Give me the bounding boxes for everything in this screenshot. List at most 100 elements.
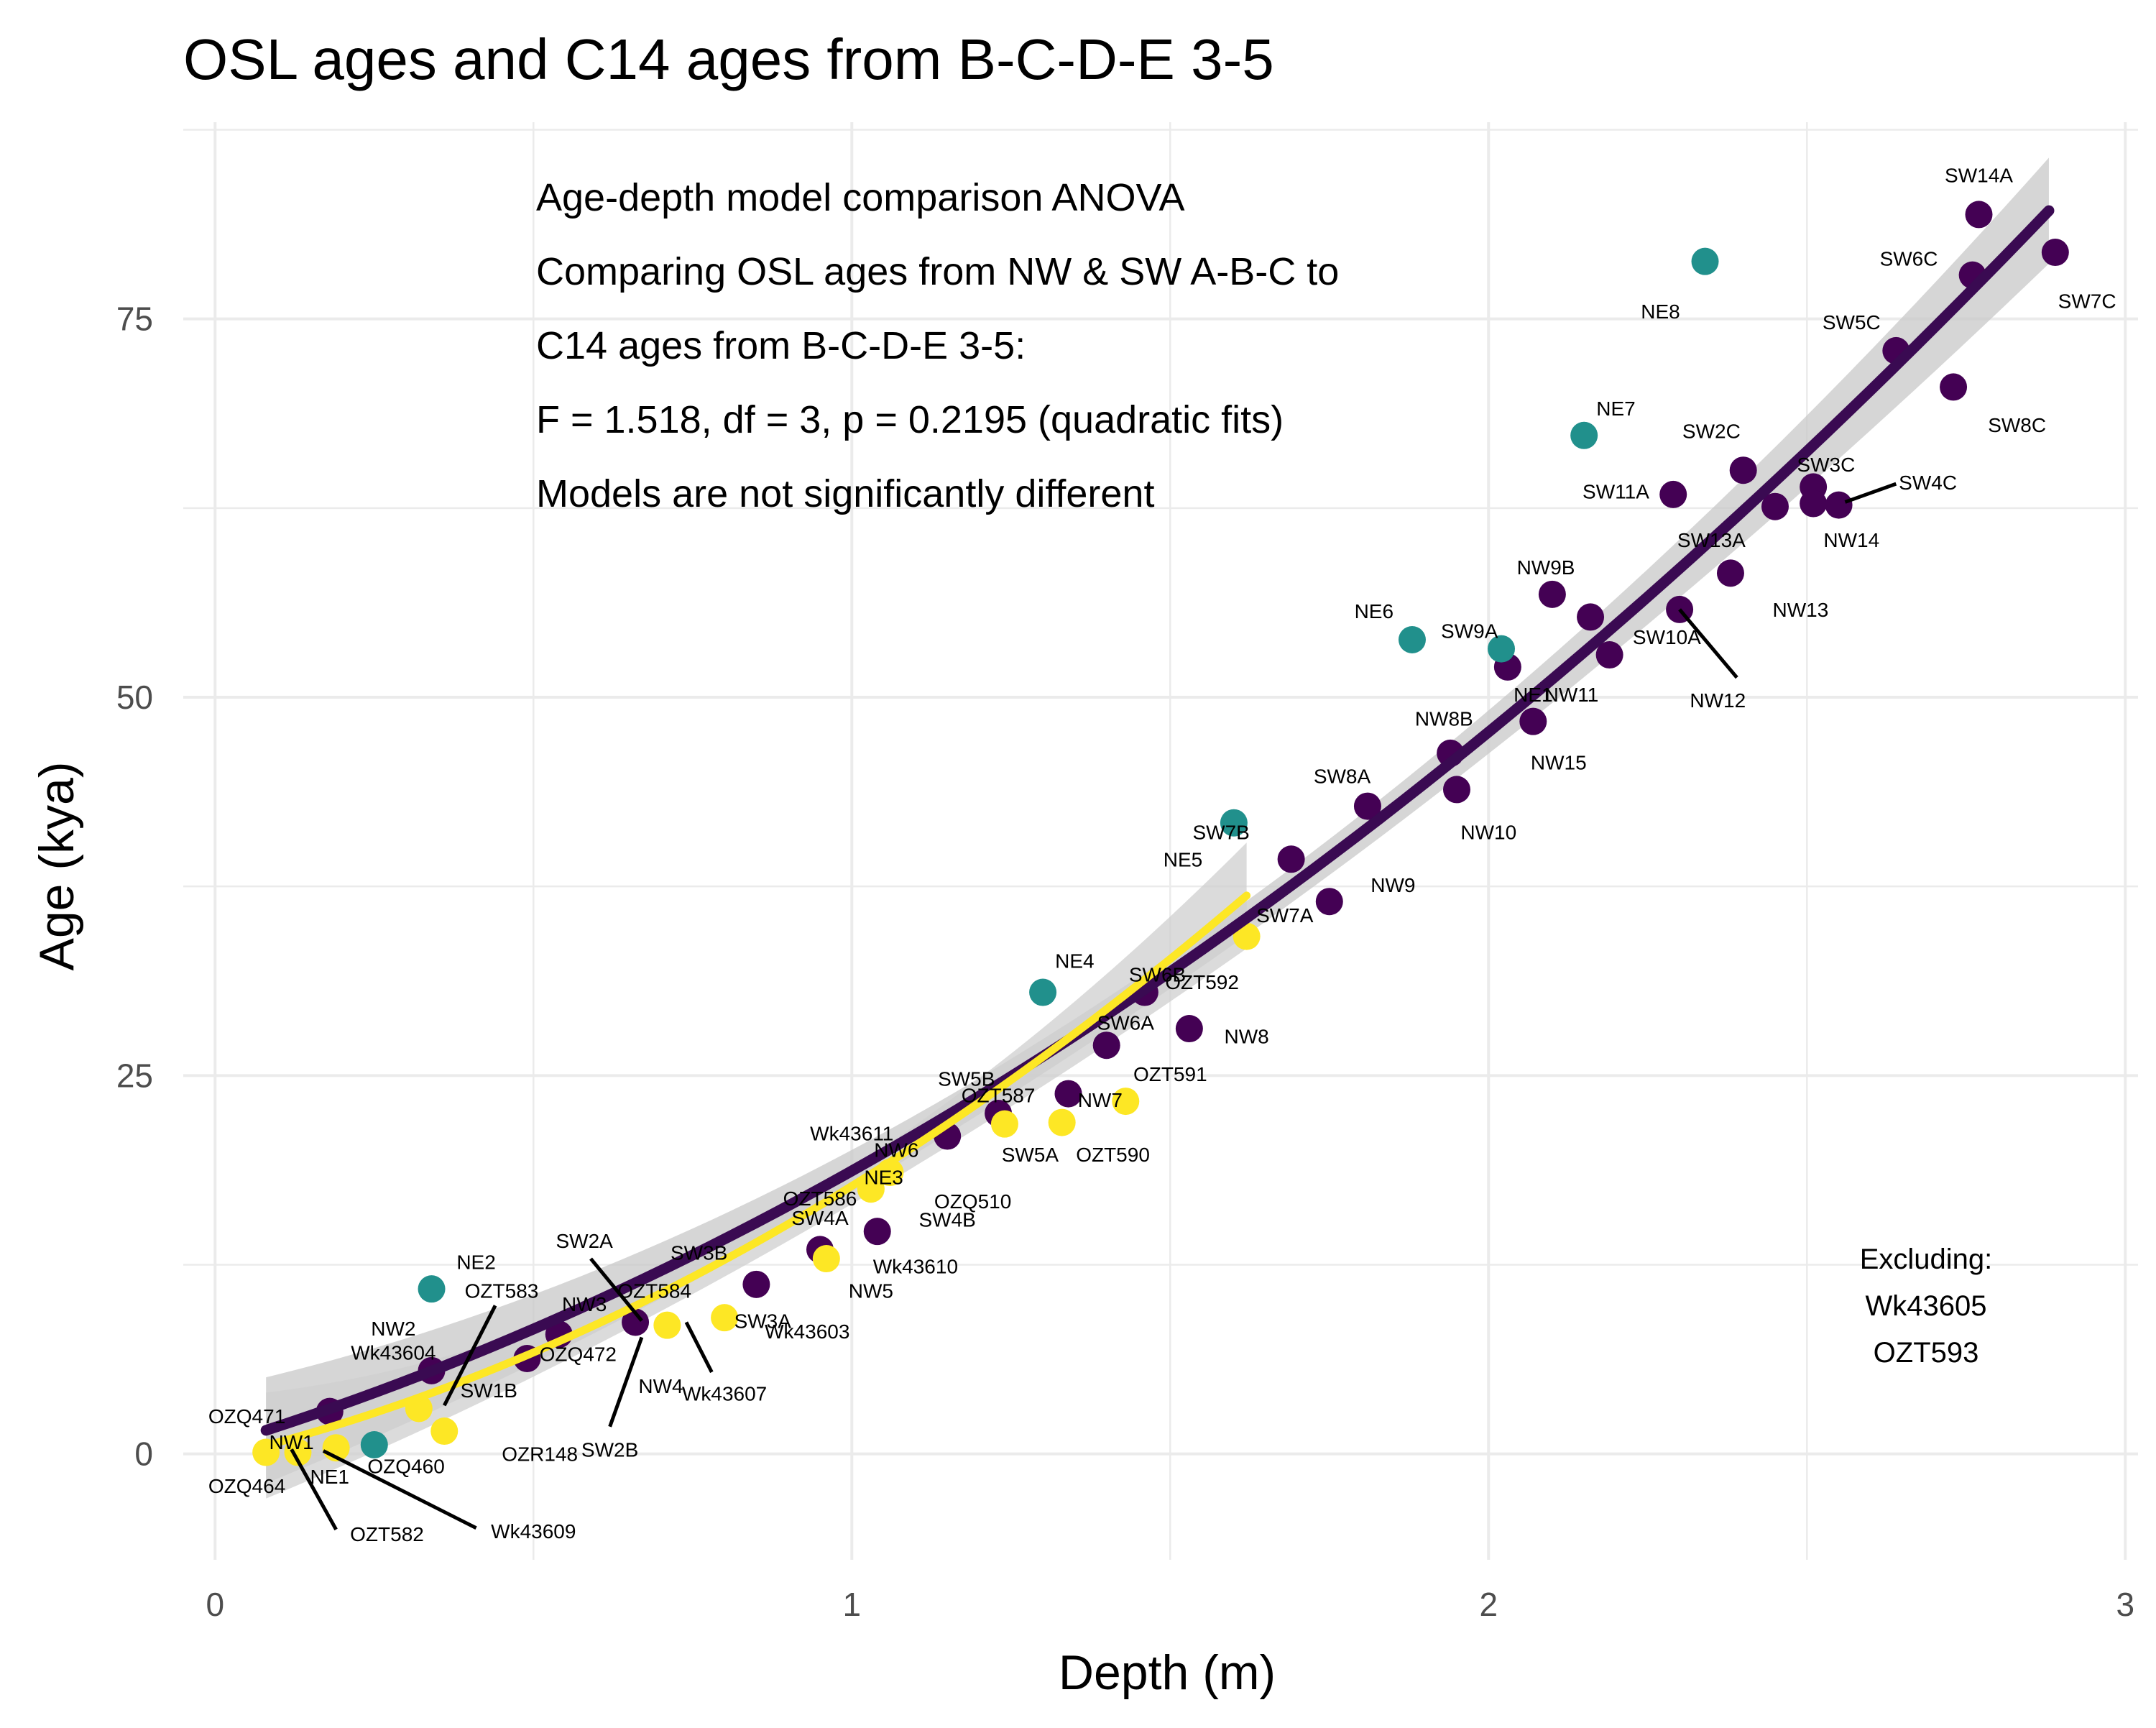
- label-leader-lines: [290, 482, 1897, 1531]
- annotation-line-1: Age-depth model comparison ANOVA: [536, 176, 1184, 219]
- point-label: NW11: [1544, 684, 1599, 706]
- point-label: NW13: [1773, 599, 1829, 621]
- data-point: [1825, 491, 1853, 519]
- point-label: Wk43609: [491, 1520, 576, 1543]
- grid: [183, 122, 2138, 1560]
- point-label: SW4C: [1899, 472, 1957, 494]
- point-label: SW10A: [1633, 626, 1701, 648]
- point-label: SW2C: [1682, 420, 1741, 442]
- data-point: [1965, 201, 1993, 229]
- y-tick-label: 75: [116, 300, 153, 338]
- y-tick-label: 0: [134, 1435, 153, 1473]
- data-point: [1716, 559, 1744, 587]
- label-leader-line: [589, 1257, 643, 1322]
- point-label: NE1: [1514, 684, 1552, 706]
- data-point: [1029, 978, 1057, 1006]
- point-label: SW4B: [919, 1208, 976, 1231]
- point-label: OZQ460: [367, 1455, 444, 1477]
- point-label: NE8: [1641, 300, 1680, 323]
- point-label: NW9: [1370, 874, 1415, 896]
- fit-confidence-band: [266, 157, 2049, 1484]
- point-label: NW12: [1690, 689, 1746, 712]
- data-point: [812, 1245, 840, 1273]
- y-tick-label: 50: [116, 679, 153, 716]
- point-label: NE6: [1355, 600, 1393, 622]
- label-leader-line: [1844, 482, 1897, 504]
- annotation-line-3: C14 ages from B-C-D-E 3-5:: [536, 324, 1026, 367]
- point-label: NW3: [562, 1293, 607, 1315]
- excluded-sample-1: Wk43605: [1866, 1290, 1987, 1322]
- point-label: NW10: [1460, 821, 1516, 843]
- data-point: [1538, 580, 1566, 608]
- x-tick-label: 3: [2116, 1586, 2134, 1623]
- data-point: [360, 1431, 388, 1458]
- point-label: Wk43603: [765, 1320, 849, 1343]
- point-label: NE2: [456, 1251, 495, 1273]
- point-label: OZT586: [783, 1187, 857, 1210]
- point-label: SW1B: [461, 1379, 517, 1402]
- chart-title: OSL ages and C14 ages from B-C-D-E 3-5: [183, 27, 1274, 91]
- fit-confidence-band: [266, 842, 1247, 1499]
- point-label: SW7C: [2058, 290, 2116, 312]
- point-label: NW4: [638, 1375, 683, 1397]
- excluding-note: Excluding: Wk43605 OZT593: [1860, 1244, 1993, 1369]
- point-label: NW6: [874, 1139, 918, 1161]
- data-point: [1220, 809, 1248, 837]
- x-tick-label: 1: [842, 1586, 861, 1623]
- data-point: [430, 1417, 459, 1446]
- data-point: [1048, 1108, 1076, 1136]
- data-point: [1595, 641, 1623, 669]
- point-label: OZQ510: [934, 1190, 1011, 1213]
- point-label: NW15: [1531, 752, 1587, 774]
- anova-annotation: Age-depth model comparison ANOVA Compari…: [536, 176, 1339, 515]
- point-label: NW14: [1823, 529, 1879, 551]
- y-tick-label: 25: [116, 1057, 153, 1094]
- point-label: SW5C: [1823, 311, 1881, 334]
- excluding-heading: Excluding:: [1860, 1244, 1993, 1275]
- point-label: SW4A: [791, 1207, 849, 1229]
- point-label: NW8: [1224, 1026, 1268, 1048]
- data-point: [1761, 492, 1789, 520]
- confidence-bands: [266, 157, 2049, 1499]
- fit-lines: [260, 205, 2055, 1450]
- point-label: SW14A: [1945, 165, 2013, 187]
- data-point: [1277, 845, 1305, 873]
- data-point: [1315, 888, 1343, 916]
- point-label: NW1: [270, 1431, 314, 1453]
- data-point: [1398, 626, 1426, 653]
- tick-labels: 0 1 2 3 0 25 50 75: [116, 300, 2134, 1623]
- data-point: [1353, 792, 1381, 820]
- point-label: SW5B: [938, 1068, 995, 1090]
- label-leader-line: [443, 1305, 497, 1407]
- point-label: NW5: [849, 1279, 893, 1302]
- data-point: [1112, 1088, 1140, 1116]
- label-leader-line: [684, 1321, 714, 1374]
- point-label: OZQ472: [540, 1343, 617, 1366]
- data-point: [742, 1270, 770, 1298]
- data-point: [1519, 707, 1547, 735]
- label-leader-line: [290, 1448, 338, 1531]
- point-label: SW3A: [734, 1310, 792, 1332]
- x-axis-title: Depth (m): [1059, 1645, 1276, 1700]
- point-label: NW8B: [1415, 707, 1473, 730]
- point-label: SW13A: [1677, 529, 1746, 551]
- x-tick-label: 0: [206, 1586, 225, 1623]
- data-point: [1175, 1015, 1203, 1043]
- point-label: Wk43611: [810, 1122, 893, 1144]
- point-label: OZT587: [962, 1085, 1036, 1107]
- point-label: SW7B: [1192, 821, 1249, 843]
- point-label: NE5: [1164, 848, 1202, 870]
- point-label: SW8C: [1988, 414, 2046, 436]
- data-point: [1054, 1080, 1082, 1108]
- point-label: SW5A: [1002, 1144, 1059, 1166]
- data-point: [1659, 480, 1687, 508]
- point-label: OZT591: [1133, 1063, 1207, 1085]
- data-point: [2041, 239, 2069, 267]
- point-label: NW2: [371, 1318, 415, 1340]
- point-label: SW3C: [1797, 454, 1855, 476]
- point-label: Wk43610: [873, 1256, 958, 1278]
- data-point: [622, 1308, 650, 1336]
- annotation-line-2: Comparing OSL ages from NW & SW A-B-C to: [536, 250, 1339, 293]
